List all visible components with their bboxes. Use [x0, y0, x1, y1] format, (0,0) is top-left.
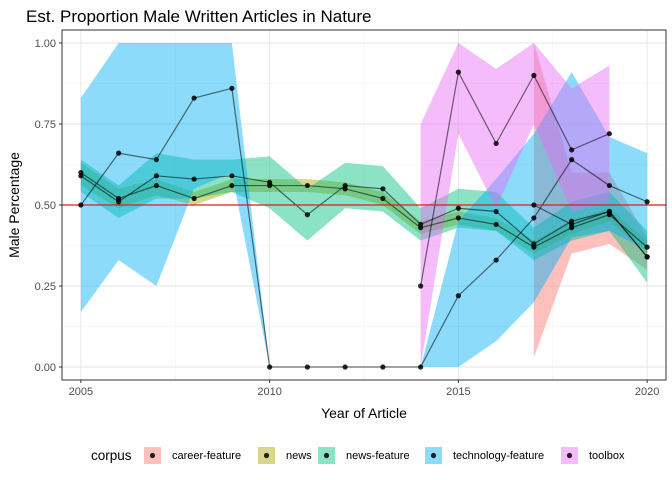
point-technology-feature	[78, 202, 84, 208]
point-technology-feature	[569, 157, 575, 163]
point-news-feature	[455, 205, 461, 211]
chart-title: Est. Proportion Male Written Articles in…	[26, 7, 372, 26]
x-axis: 2005 2010 2015 2020	[69, 380, 659, 398]
point-news-feature	[644, 254, 650, 260]
y-tick-label: 0.75	[35, 119, 56, 131]
legend-label-news-feature: news-feature	[346, 450, 410, 462]
point-news	[191, 195, 197, 202]
line-news	[80, 172, 648, 248]
y-tick-label: 0.00	[35, 362, 56, 374]
x-tick-label: 2020	[635, 386, 659, 398]
point-technology-feature	[493, 257, 499, 263]
point-technology-feature	[418, 364, 424, 370]
point-toolbox	[569, 147, 575, 153]
confidence-bands	[80, 42, 648, 368]
point-news	[455, 215, 461, 221]
legend-key-point	[149, 452, 156, 459]
point-news-feature	[418, 221, 424, 228]
point-news-feature	[191, 176, 197, 182]
point-technology-feature	[153, 157, 159, 163]
point-technology-feature	[229, 85, 235, 91]
series-points	[78, 69, 650, 370]
series-lines	[80, 70, 648, 368]
point-news-feature	[229, 173, 235, 179]
point-career-feature	[531, 202, 537, 208]
band-news	[80, 162, 648, 254]
point-technology-feature	[380, 364, 386, 370]
legend-label-technology-feature: technology-feature	[453, 450, 544, 462]
legend-key-point	[430, 452, 437, 459]
legend-key-point	[566, 452, 573, 459]
point-news-feature	[531, 241, 537, 247]
point-toolbox	[418, 283, 424, 289]
point-technology-feature	[116, 150, 122, 156]
point-news	[380, 195, 386, 202]
point-news-feature	[380, 186, 386, 192]
x-tick-label: 2005	[69, 386, 93, 398]
band-career-feature	[533, 42, 648, 358]
point-technology-feature	[644, 199, 650, 205]
point-toolbox	[531, 72, 537, 78]
point-toolbox	[455, 69, 461, 75]
x-tick-label: 2015	[446, 386, 470, 398]
line-technology-feature	[80, 87, 648, 368]
x-tick-label: 2010	[257, 386, 281, 398]
point-news-feature	[78, 173, 84, 179]
point-news	[493, 221, 499, 228]
point-news	[569, 225, 575, 231]
point-technology-feature	[606, 182, 612, 189]
y-tick-label: 0.50	[35, 200, 56, 212]
point-technology-feature	[455, 293, 461, 299]
legend-label-career-feature: career-feature	[172, 450, 241, 462]
y-tick-label: 0.25	[35, 281, 56, 293]
legend-label-news: news	[286, 450, 312, 462]
point-technology-feature	[342, 364, 348, 370]
point-technology-feature	[191, 95, 197, 101]
band-toolbox	[420, 42, 610, 368]
legend-key-point	[323, 452, 330, 459]
band-news-feature	[80, 153, 648, 283]
point-news-feature	[304, 212, 310, 218]
point-toolbox	[493, 140, 499, 147]
y-axis-title: Male Percentage	[6, 152, 22, 258]
legend-key-point	[263, 452, 270, 459]
point-technology-feature	[304, 364, 310, 370]
point-news	[229, 182, 235, 189]
point-technology-feature	[531, 215, 537, 221]
point-toolbox	[606, 131, 612, 137]
x-axis-title: Year of Article	[321, 405, 407, 421]
legend: corpus career-feature news news-feature tec…	[91, 447, 625, 464]
y-axis: 0.00 0.25 0.50 0.75 1.00	[35, 38, 62, 374]
legend-title: corpus	[91, 448, 132, 463]
point-news-feature	[153, 173, 159, 179]
y-tick-label: 1.00	[35, 38, 56, 50]
point-news	[153, 182, 159, 189]
point-news	[304, 182, 310, 189]
legend-label-toolbox: toolbox	[589, 450, 625, 462]
band-technology-feature	[80, 42, 648, 368]
point-news-feature	[267, 179, 273, 185]
point-news-feature	[116, 199, 122, 205]
point-news-feature	[493, 208, 499, 215]
line-toolbox	[420, 70, 610, 287]
point-technology-feature	[267, 364, 273, 370]
point-news	[644, 244, 650, 250]
line-news-feature	[80, 175, 648, 258]
point-news-feature	[342, 182, 348, 189]
point-news-feature	[606, 208, 612, 215]
plot-panel	[61, 29, 667, 381]
point-news-feature	[569, 218, 575, 224]
